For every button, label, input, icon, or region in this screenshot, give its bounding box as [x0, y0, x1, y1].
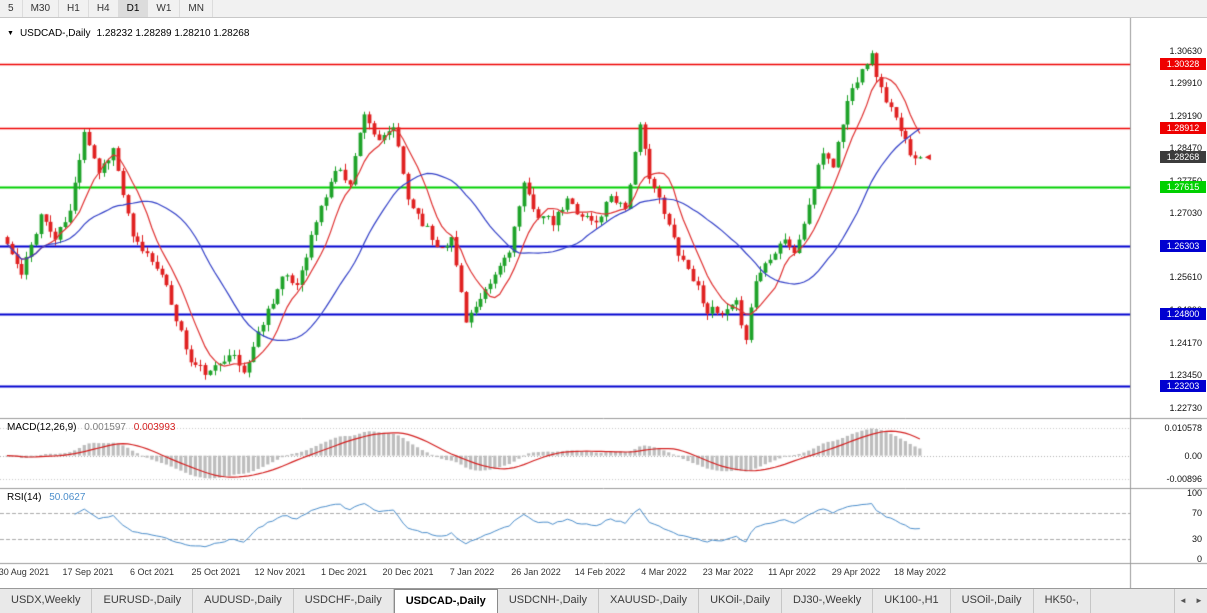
price-level-badge: 1.28912	[1160, 122, 1206, 134]
tab-ukoil-daily[interactable]: UKOil-,Daily	[699, 589, 782, 613]
timeframe-button-d1[interactable]: D1	[118, 0, 149, 17]
date-label: 14 Feb 2022	[574, 567, 626, 577]
price-tick: 1.24170	[1169, 337, 1202, 348]
date-label: 25 Oct 2021	[191, 567, 241, 577]
scroll-right-icon[interactable]: ►	[1195, 596, 1203, 605]
tab-uk100-h1[interactable]: UK100-,H1	[873, 589, 951, 613]
price-level-badge: 1.26303	[1160, 240, 1206, 252]
macd-scale-zero: 0.00	[1184, 450, 1202, 461]
chart-title: ▼ USDCAD-,Daily 1.28232 1.28289 1.28210 …	[7, 28, 249, 39]
tab-usdcad-daily[interactable]: USDCAD-,Daily	[393, 589, 498, 613]
date-label: 20 Dec 2021	[382, 567, 434, 577]
timeframe-button-m30[interactable]: M30	[23, 0, 60, 17]
date-label: 23 Mar 2022	[702, 567, 754, 577]
price-tick: 1.30630	[1169, 45, 1202, 56]
macd-signal-value: 0.003993	[133, 422, 176, 433]
chart-window: ▼ USDCAD-,Daily 1.28232 1.28289 1.28210 …	[0, 18, 1207, 588]
tab-dj30-weekly[interactable]: DJ30-,Weekly	[782, 589, 874, 613]
chart-tabs: USDX,Weekly EURUSD-,Daily AUDUSD-,Daily USD…	[0, 589, 1091, 613]
rsi-scale-tick: 30	[1191, 534, 1202, 545]
macd-scale-top: 0.010578	[1164, 423, 1202, 433]
date-label: 17 Sep 2021	[62, 567, 114, 577]
price-tick: 1.28470	[1169, 143, 1202, 154]
price-level-badge: 1.24800	[1160, 308, 1206, 320]
date-label: 29 Apr 2022	[831, 567, 881, 577]
date-label: 11 Apr 2022	[768, 567, 816, 577]
rsi-scale-tick: 100	[1186, 488, 1202, 498]
price-tick: 1.27750	[1169, 176, 1202, 187]
collapse-triangle-icon[interactable]: ▼	[7, 30, 14, 37]
tab-usoil-daily[interactable]: USOil-,Daily	[951, 589, 1034, 613]
tab-hk50[interactable]: HK50-,	[1034, 589, 1091, 613]
tab-audusd-daily[interactable]: AUDUSD-,Daily	[193, 589, 294, 613]
rsi-scale-tick: 0	[1196, 554, 1202, 564]
tab-usdcnh-daily[interactable]: USDCNH-,Daily	[498, 589, 600, 613]
tab-usdchf-daily[interactable]: USDCHF-,Daily	[294, 589, 394, 613]
price-tick: 1.22730	[1169, 402, 1202, 413]
date-label: 12 Nov 2021	[254, 567, 306, 577]
price-tick: 1.29910	[1169, 78, 1202, 89]
rsi-value: 50.0627	[49, 492, 86, 503]
price-chart-canvas[interactable]	[0, 18, 1207, 588]
date-label: 6 Oct 2021	[129, 567, 175, 577]
scroll-left-icon[interactable]: ◄	[1179, 596, 1187, 605]
price-level-badge: 1.23203	[1160, 380, 1206, 392]
rsi-name: RSI(14)	[7, 492, 42, 503]
chart-tabs-bar: USDX,Weekly EURUSD-,Daily AUDUSD-,Daily USD…	[0, 588, 1207, 613]
macd-scale-bottom: -0.00896	[1166, 474, 1202, 484]
macd-main-value: 0.001597	[84, 422, 126, 433]
date-label: 7 Jan 2022	[449, 567, 495, 577]
price-level-badge: 1.27615	[1160, 181, 1206, 193]
date-label: 1 Dec 2021	[320, 567, 368, 577]
tab-usdx-weekly[interactable]: USDX,Weekly	[0, 589, 93, 613]
timeframe-button-w1[interactable]: W1	[148, 0, 181, 17]
rsi-scale-tick: 70	[1191, 507, 1202, 518]
date-label: 30 Aug 2021	[0, 567, 50, 577]
timeframe-button-h1[interactable]: H1	[59, 0, 89, 17]
macd-label: MACD(12,26,9) 0.001597 0.003993	[7, 422, 180, 433]
price-tick: 1.29190	[1169, 110, 1202, 121]
price-tick: 1.27030	[1169, 208, 1202, 219]
price-tick: 1.23450	[1169, 370, 1202, 381]
timeframe-button-mn[interactable]: MN	[180, 0, 213, 17]
date-label: 18 May 2022	[893, 567, 947, 577]
current-price-badge: 1.28268	[1160, 151, 1206, 163]
price-level-badge: 1.30328	[1160, 58, 1206, 70]
timeframe-buttons: 5 M30 H1 H4 D1 W1 MN	[0, 0, 213, 17]
chart-symbol-label: USDCAD-,Daily	[19, 28, 91, 39]
price-tick: 1.25610	[1169, 272, 1202, 283]
date-label: 4 Mar 2022	[641, 567, 687, 577]
tab-scroll-controls: ◄ ►	[1174, 589, 1207, 613]
chart-ohlc-values: 1.28232 1.28289 1.28210 1.28268	[96, 28, 250, 39]
date-label: 26 Jan 2022	[511, 567, 561, 577]
tab-eurusd-daily[interactable]: EURUSD-,Daily	[92, 589, 194, 613]
rsi-label: RSI(14) 50.0627	[7, 492, 90, 503]
timeframe-button-h4[interactable]: H4	[89, 0, 119, 17]
timeframe-button-5[interactable]: 5	[0, 0, 23, 17]
macd-name: MACD(12,26,9)	[7, 422, 77, 433]
timeframe-toolbar: 5 M30 H1 H4 D1 W1 MN	[0, 0, 1207, 18]
tab-xauusd-daily[interactable]: XAUUSD-,Daily	[599, 589, 700, 613]
